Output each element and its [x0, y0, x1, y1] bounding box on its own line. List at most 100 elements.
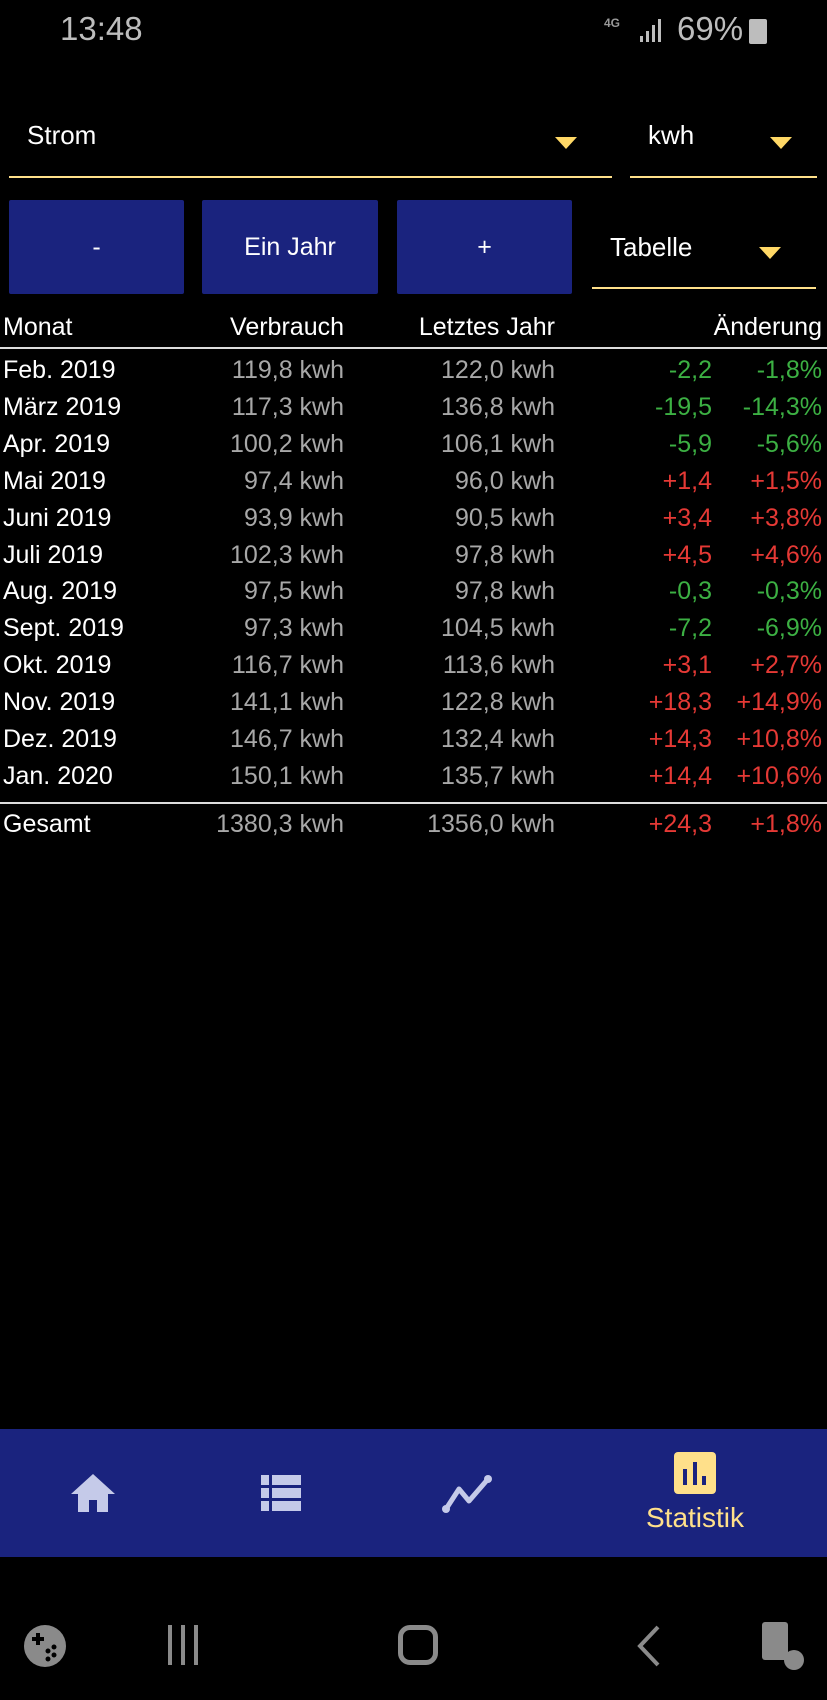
percent-cell: -6,9%: [756, 614, 822, 643]
table-row: Feb. 2019 119,8 kwh 122,0 kwh -2,2 -1,8%: [0, 356, 827, 393]
header-usage: Verbrauch: [230, 313, 344, 341]
nav-statistik[interactable]: Statistik: [620, 1429, 770, 1557]
usage-cell: 141,1 kwh: [230, 688, 344, 717]
nav-list[interactable]: [241, 1429, 321, 1557]
usage-cell: 146,7 kwh: [230, 725, 344, 753]
usage-cell: 116,7 kwh: [231, 651, 344, 680]
table-row: Apr. 2019 100,2 kwh 106,1 kwh -5,9 -5,6%: [0, 430, 827, 467]
month-cell: Mai 2019: [3, 466, 106, 495]
total-divider: [0, 802, 827, 804]
battery-icon: [749, 19, 767, 44]
diff-cell: +4,5: [662, 540, 712, 569]
last-year-cell: 1356,0 kwh: [427, 810, 555, 838]
line-chart-icon: [442, 1475, 492, 1513]
last-year-cell: 135,7 kwh: [441, 761, 555, 790]
game-launcher-icon[interactable]: [22, 1624, 68, 1668]
category-dropdown[interactable]: Strom: [9, 120, 612, 178]
last-year-cell: 132,4 kwh: [441, 725, 555, 753]
last-year-cell: 90,5 kwh: [454, 503, 555, 532]
period-button[interactable]: Ein Jahr: [202, 200, 378, 294]
last-year-cell: 122,0 kwh: [441, 356, 555, 384]
diff-cell: +3,1: [662, 651, 712, 680]
usage-cell: 119,8 kwh: [231, 356, 344, 384]
previous-period-button[interactable]: -: [9, 200, 184, 294]
dropdown-arrow-icon: [770, 137, 792, 149]
diff-cell: -19,5: [655, 392, 712, 421]
usage-cell: 97,3 kwh: [243, 614, 344, 643]
percent-cell: +3,8%: [750, 503, 822, 532]
percent-cell: +10,6%: [736, 761, 823, 790]
table-row: März 2019 117,3 kwh 136,8 kwh -19,5 -14,3%: [0, 393, 827, 430]
last-year-cell: 97,8 kwh: [454, 577, 555, 606]
percent-cell: -14,3%: [742, 392, 822, 421]
view-dropdown[interactable]: Tabelle: [592, 232, 816, 289]
dropdown-arrow-icon: [759, 247, 781, 259]
table-header: Monat Verbrauch Letztes Jahr Änderung: [0, 313, 827, 350]
table-row: Dez. 2019 146,7 kwh 132,4 kwh +14,3 +10,8%: [0, 725, 827, 762]
header-last-year: Letztes Jahr: [418, 313, 555, 341]
percent-cell: +2,7%: [750, 651, 822, 680]
diff-cell: -0,3: [668, 577, 712, 606]
usage-cell: 93,9 kwh: [243, 503, 344, 532]
bottom-navigation: Statistik: [0, 1429, 827, 1557]
network-indicator: 4G: [604, 16, 621, 30]
last-year-cell: 96,0 kwh: [454, 466, 555, 495]
next-period-button[interactable]: +: [397, 200, 572, 294]
percent-cell: +1,8%: [750, 810, 822, 838]
last-year-cell: 104,5 kwh: [441, 614, 555, 643]
month-cell: Feb. 2019: [3, 356, 116, 384]
header-divider: [0, 347, 827, 349]
diff-cell: -5,9: [668, 429, 712, 458]
month-cell: Nov. 2019: [3, 688, 116, 717]
diff-cell: +18,3: [648, 688, 712, 717]
last-year-cell: 113,6 kwh: [442, 651, 555, 680]
table-row: Juli 2019 102,3 kwh 97,8 kwh +4,5 +4,6%: [0, 541, 827, 578]
status-time: 13:48: [60, 10, 143, 47]
usage-cell: 1380,3 kwh: [216, 810, 344, 838]
recent-apps-button[interactable]: [168, 1625, 204, 1665]
dropdown-arrow-icon: [555, 137, 577, 149]
table-row: Mai 2019 97,4 kwh 96,0 kwh +1,4 +1,5%: [0, 467, 827, 504]
signal-icon: [640, 18, 664, 42]
table-row: Juni 2019 93,9 kwh 90,5 kwh +3,4 +3,8%: [0, 504, 827, 541]
month-cell: Jan. 2020: [3, 761, 113, 790]
diff-cell: +1,4: [662, 466, 712, 495]
home-icon: [71, 1474, 115, 1512]
percent-cell: -0,3%: [756, 577, 822, 606]
nav-trend[interactable]: [427, 1429, 507, 1557]
table-row: Jan. 2020 150,1 kwh 135,7 kwh +14,4 +10,6%: [0, 762, 827, 799]
month-cell: Juni 2019: [3, 503, 112, 532]
table-row: Nov. 2019 141,1 kwh 122,8 kwh +18,3 +14,9%: [0, 688, 827, 725]
usage-cell: 117,3 kwh: [231, 392, 344, 421]
month-cell: Gesamt: [3, 810, 91, 838]
usage-cell: 102,3 kwh: [230, 540, 344, 569]
header-month: Monat: [3, 313, 73, 341]
table-row: Sept. 2019 97,3 kwh 104,5 kwh -7,2 -6,9%: [0, 614, 827, 651]
back-button[interactable]: [636, 1625, 662, 1667]
battery-percent: 69%: [677, 10, 744, 47]
month-cell: Apr. 2019: [3, 429, 111, 458]
nav-home[interactable]: [53, 1429, 133, 1557]
usage-cell: 150,1 kwh: [230, 761, 344, 790]
diff-cell: -7,2: [668, 614, 712, 643]
assistant-lock-icon[interactable]: [760, 1620, 806, 1672]
month-cell: Sept. 2019: [3, 614, 124, 643]
unit-dropdown[interactable]: kwh: [630, 120, 817, 178]
category-value: Strom: [27, 120, 97, 150]
month-cell: Okt. 2019: [3, 651, 112, 680]
month-cell: März 2019: [3, 392, 122, 421]
home-button[interactable]: [398, 1625, 438, 1665]
total-row: Gesamt 1380,3 kwh 1356,0 kwh +24,3 +1,8%: [0, 810, 827, 847]
table-row: Okt. 2019 116,7 kwh 113,6 kwh +3,1 +2,7%: [0, 651, 827, 688]
percent-cell: +10,8%: [736, 725, 823, 753]
diff-cell: +24,3: [648, 810, 712, 838]
month-cell: Juli 2019: [3, 540, 104, 569]
usage-cell: 97,5 kwh: [243, 577, 344, 606]
last-year-cell: 136,8 kwh: [441, 392, 555, 421]
bar-chart-icon: [674, 1452, 716, 1494]
percent-cell: -5,6%: [756, 429, 822, 458]
diff-cell: -2,2: [668, 356, 712, 384]
nav-statistik-label: Statistik: [645, 1502, 745, 1533]
usage-cell: 100,2 kwh: [230, 429, 344, 458]
diff-cell: +3,4: [662, 503, 712, 532]
